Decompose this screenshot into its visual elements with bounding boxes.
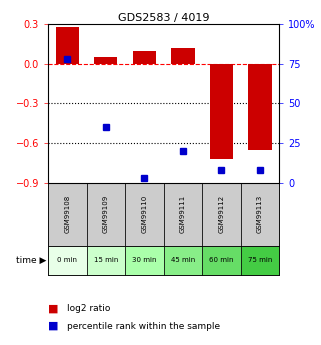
Title: GDS2583 / 4019: GDS2583 / 4019 [118,13,210,23]
Text: GSM99110: GSM99110 [142,195,147,234]
Bar [171,48,195,64]
Text: GSM99111: GSM99111 [180,195,186,234]
Bar [133,51,156,64]
Text: 75 min: 75 min [248,257,272,263]
Text: 60 min: 60 min [209,257,234,263]
Bar [87,246,125,275]
Bar [125,183,164,246]
Bar [210,64,233,159]
Bar [94,57,117,64]
Text: time ▶: time ▶ [16,256,46,265]
Bar [202,246,241,275]
Text: GSM99113: GSM99113 [257,195,263,234]
Bar [202,183,241,246]
Bar [48,183,87,246]
Text: ■: ■ [48,304,59,314]
Bar [125,246,164,275]
Text: 30 min: 30 min [132,257,157,263]
Bar [241,183,279,246]
Text: 0 min: 0 min [57,257,77,263]
Text: ■: ■ [48,321,59,331]
Bar [164,246,202,275]
Text: 45 min: 45 min [171,257,195,263]
Bar [48,246,87,275]
Text: GSM99109: GSM99109 [103,195,109,234]
Text: GSM99112: GSM99112 [219,195,224,233]
Bar [56,27,79,64]
Bar [241,246,279,275]
Text: percentile rank within the sample: percentile rank within the sample [67,322,221,331]
Text: GSM99108: GSM99108 [65,195,70,234]
Bar [164,183,202,246]
Bar [87,183,125,246]
Text: log2 ratio: log2 ratio [67,304,111,313]
Text: 15 min: 15 min [94,257,118,263]
Bar [248,64,272,150]
